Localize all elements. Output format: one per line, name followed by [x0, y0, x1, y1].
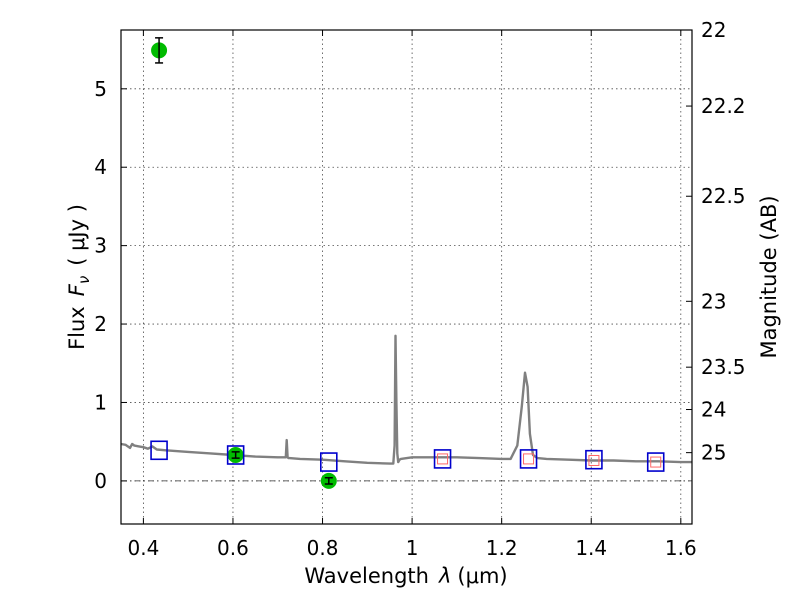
plot-frame	[120, 29, 693, 525]
y2-tick-label: 22	[701, 18, 726, 42]
spectrum-line	[120, 334, 692, 465]
y2-tick-label: 22.2	[701, 94, 746, 118]
x-tick-label: 0.4	[127, 536, 159, 560]
x-axis-symbol: λ	[438, 564, 451, 588]
y2-tick-label: 24	[701, 398, 726, 422]
model-photometry-square	[646, 452, 665, 472]
y-tick-label: 5	[94, 77, 107, 101]
y-axis-title: Flux Fν ( μJy )	[65, 204, 93, 350]
y-axis-symbol: F	[65, 283, 89, 296]
observed-photometry-square	[523, 453, 535, 465]
y-tick-label: 3	[94, 234, 107, 258]
model-photometry-square	[226, 445, 245, 465]
tick-layer: 0.4 0.6 0.8 1 1.2 1.4 1.60123452222.222.52323.…	[94, 18, 745, 560]
y-tick-label: 2	[94, 312, 107, 336]
x-axis-unit: (μm)	[457, 564, 507, 588]
model-photometry-square	[319, 452, 338, 472]
y2-tick-label: 25	[701, 441, 726, 465]
y-axis-subscript: ν	[75, 276, 93, 284]
y2-tick-label: 23	[701, 289, 726, 313]
x-tick-label: 0.6	[217, 536, 249, 560]
y-tick-label: 0	[94, 469, 107, 493]
y2-tick-label: 22.5	[701, 184, 746, 208]
model-photometry-square	[433, 449, 452, 469]
x-tick-label: 1.2	[486, 536, 518, 560]
x-tick-label: 1	[406, 536, 419, 560]
observed-photometry-square	[650, 456, 662, 468]
observed-photometry-square	[437, 453, 449, 465]
y2-axis-title: Magnitude (AB)	[757, 195, 781, 358]
y-axis-label: Flux	[65, 306, 89, 350]
model-photometry-square	[585, 449, 603, 470]
y-tick-label: 1	[94, 390, 107, 414]
data-layer	[120, 37, 692, 489]
x-tick-label: 1.4	[575, 536, 607, 560]
y2-tick-label: 23.5	[701, 355, 746, 379]
x-axis-label: Wavelength	[304, 564, 429, 588]
x-axis-title: Wavelength λ (μm)	[304, 564, 507, 588]
model-photometry-square	[519, 449, 538, 469]
observed-photometry-square	[588, 454, 600, 466]
y-tick-label: 4	[94, 155, 107, 179]
x-tick-label: 0.8	[307, 536, 339, 560]
grid-layer	[121, 30, 692, 524]
y-axis-unit: ( μJy )	[65, 204, 89, 266]
x-tick-label: 1.6	[665, 536, 697, 560]
model-photometry-square	[150, 440, 168, 461]
